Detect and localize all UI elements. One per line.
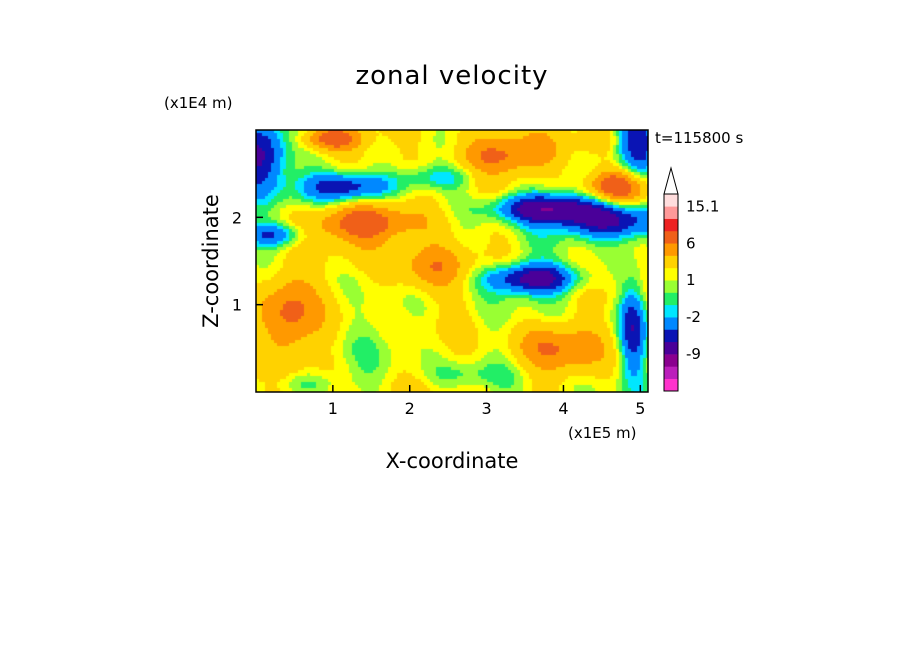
colorbar-label: 6	[686, 234, 696, 252]
colorbar-swatch	[664, 230, 678, 244]
colorbar-swatch	[664, 267, 678, 281]
x-axis-label: X-coordinate	[386, 449, 519, 473]
y-tick-label: 1	[232, 296, 242, 315]
heatmap-plot	[256, 130, 648, 392]
colorbar-swatch	[664, 194, 678, 207]
y-axis: 12	[232, 208, 263, 315]
y-scale-label: (x1E4 m)	[164, 94, 233, 112]
colorbar-extend-arrow	[663, 166, 679, 195]
plot-frame	[255, 129, 649, 393]
colorbar-swatch	[664, 378, 678, 392]
colorbar: 15.1 6 1 -2 -9	[663, 166, 719, 392]
chart-title: zonal velocity	[355, 61, 548, 91]
colorbar-swatch	[664, 206, 678, 219]
colorbar-swatch	[664, 317, 678, 330]
colorbar-swatch	[664, 255, 678, 269]
colorbar-swatch	[664, 304, 678, 318]
time-label: t=115800 s	[655, 129, 743, 147]
colorbar-swatch	[664, 292, 678, 306]
y-axis-label: Z-coordinate	[199, 194, 223, 328]
x-scale-label: (x1E5 m)	[568, 424, 637, 442]
colorbar-label: 1	[686, 271, 696, 289]
colorbar-swatch	[664, 341, 678, 355]
colorbar-swatch	[664, 329, 678, 343]
colorbar-swatch	[664, 218, 678, 232]
colorbar-swatch	[664, 354, 678, 367]
heatmap-image	[256, 130, 648, 392]
x-axis: 1 2 3 4 5	[328, 385, 645, 418]
x-tick-label: 5	[635, 399, 645, 418]
colorbar-swatch	[664, 280, 678, 293]
y-tick-label: 2	[232, 208, 242, 227]
colorbar-swatch	[664, 366, 678, 379]
colorbar-frame	[663, 193, 679, 392]
colorbar-label: -2	[686, 308, 701, 326]
colorbar-label: 15.1	[686, 197, 719, 215]
colorbar-label: -9	[686, 345, 701, 363]
x-tick-label: 2	[405, 399, 415, 418]
x-tick-label: 3	[481, 399, 491, 418]
colorbar-swatch	[664, 243, 678, 256]
x-tick-label: 4	[558, 399, 568, 418]
x-tick-label: 1	[328, 399, 338, 418]
